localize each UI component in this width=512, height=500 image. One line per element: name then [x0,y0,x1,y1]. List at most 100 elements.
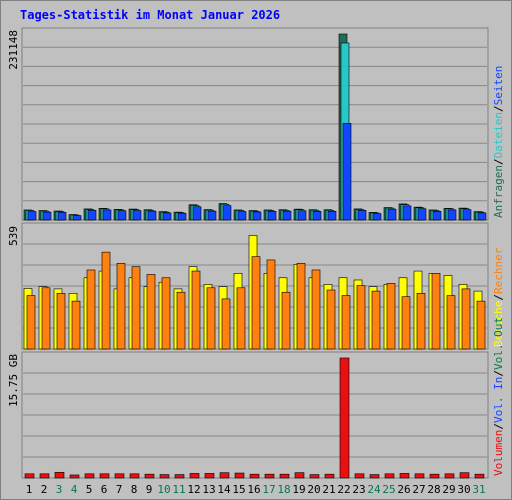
x-label-day-12: 12 [187,483,200,496]
bar-volumen-day-11 [174,474,185,479]
bar-volumen-day-8 [129,473,140,479]
bar-volumen-day-15 [234,472,245,479]
x-label-day-16: 16 [247,483,260,496]
bar-volumen-day-1 [24,473,35,479]
bar-rechner-day-15 [236,287,246,350]
x-label-day-25: 25 [382,483,395,496]
bar-seiten-day-12 [192,206,202,221]
bar-seiten-day-1 [27,211,37,221]
legend-separator: / [492,423,505,430]
bar-volumen-day-5 [84,473,95,479]
bar-seiten-day-23 [357,210,367,221]
right-legends: Anfragen/Dateien/SeitenBesuche/RechnerVo… [492,66,505,476]
x-label-day-26: 26 [397,483,410,496]
x-label-day-2: 2 [41,483,48,496]
x-label-day-29: 29 [442,483,455,496]
x-label-day-31: 31 [472,483,485,496]
bar-volumen-day-31 [474,473,485,479]
legend-panel-2: Besuche/Rechner [492,247,505,347]
x-label-day-7: 7 [116,483,123,496]
legend-separator: / [492,158,505,165]
bar-volumen-day-4 [69,474,80,479]
x-label-day-30: 30 [457,483,470,496]
x-label-day-14: 14 [217,483,231,496]
bar-rechner-day-21 [326,289,336,350]
x-label-day-11: 11 [172,483,185,496]
bar-volumen-day-6 [99,473,110,479]
bar-volumen-day-3 [54,471,65,479]
bar-volumen-day-10 [159,474,170,479]
x-label-day-18: 18 [277,483,290,496]
bar-seiten-day-28 [432,211,442,221]
bar-rechner-day-9 [146,274,156,350]
bar-rechner-day-28 [431,273,441,350]
bar-seiten-day-4 [72,215,82,221]
panel-1-ymax-label: 231148 [7,30,20,70]
bar-rechner-day-27 [416,293,426,350]
bar-volumen-day-28 [429,473,440,479]
legend-separator: / [492,105,505,112]
legend-volumen: Volumen [492,430,505,476]
x-label-day-19: 19 [292,483,305,496]
x-label-day-15: 15 [232,483,245,496]
bar-seiten-day-3 [57,212,67,221]
x-label-day-3: 3 [56,483,63,496]
legend-vol_out: Vol. Out [492,317,505,370]
bar-rechner-day-14 [221,298,231,350]
x-label-day-9: 9 [146,483,153,496]
bar-seiten-day-16 [252,211,262,221]
bar-seiten-day-22 [342,123,352,221]
x-label-day-24: 24 [367,483,381,496]
legend-vol_in: Vol. In [492,377,505,423]
bar-volumen-day-26 [399,473,410,479]
bar-rechner-day-2 [41,287,51,350]
bar-seiten-day-10 [162,212,172,221]
x-label-day-22: 22 [337,483,350,496]
chart-title: Tages-Statistik im Monat Januar 2026 [20,8,280,22]
bar-volumen-day-2 [39,473,50,479]
x-label-day-5: 5 [86,483,93,496]
bar-rechner-day-16 [251,256,261,350]
bar-volumen-day-9 [144,473,155,479]
legend-anfragen: Anfragen [492,165,505,218]
bar-rechner-day-5 [86,269,96,350]
bar-rechner-day-18 [281,291,291,350]
bar-seiten-day-9 [147,210,157,221]
bar-rechner-day-3 [56,293,66,350]
x-label-day-21: 21 [322,483,335,496]
x-label-day-8: 8 [131,483,138,496]
bar-rechner-day-26 [401,296,411,350]
x-label-day-10: 10 [157,483,170,496]
bar-rechner-day-30 [461,288,471,350]
bar-volumen-day-16 [249,473,260,479]
bar-seiten-day-26 [402,205,412,221]
x-label-day-6: 6 [101,483,108,496]
legend-seiten: Seiten [492,66,505,106]
bar-volumen-day-21 [324,473,335,479]
bar-volumen-day-17 [264,473,275,479]
bar-volumen-day-14 [219,472,230,479]
bar-volumen-day-19 [294,472,305,479]
bar-seiten-day-19 [297,210,307,221]
x-label-day-23: 23 [352,483,365,496]
x-label-day-1: 1 [26,483,33,496]
x-label-day-13: 13 [202,483,215,496]
bar-seiten-day-11 [177,212,187,221]
bar-rechner-day-23 [356,285,366,350]
legend-separator: / [492,294,505,301]
x-label-day-4: 4 [71,483,78,496]
x-label-day-28: 28 [427,483,440,496]
bar-volumen-day-24 [369,474,380,479]
x-axis-day-labels: 1 2 3 4 5 6 7 8 9 10 11 12 13 14 15 16 17 18 19 20 21 22 23 24 2… [26,483,486,496]
bar-rechner-day-25 [386,283,396,350]
bar-rechner-day-13 [206,287,216,350]
bar-rechner-day-17 [266,259,276,350]
bar-volumen-day-13 [204,473,215,479]
bar-rechner-day-6 [101,251,111,350]
bar-rechner-day-20 [311,269,321,350]
bar-seiten-day-25 [387,208,397,221]
bar-seiten-day-30 [462,209,472,221]
bar-seiten-day-2 [42,211,52,221]
bar-seiten-day-13 [207,210,217,221]
bar-rechner-day-7 [116,262,126,350]
